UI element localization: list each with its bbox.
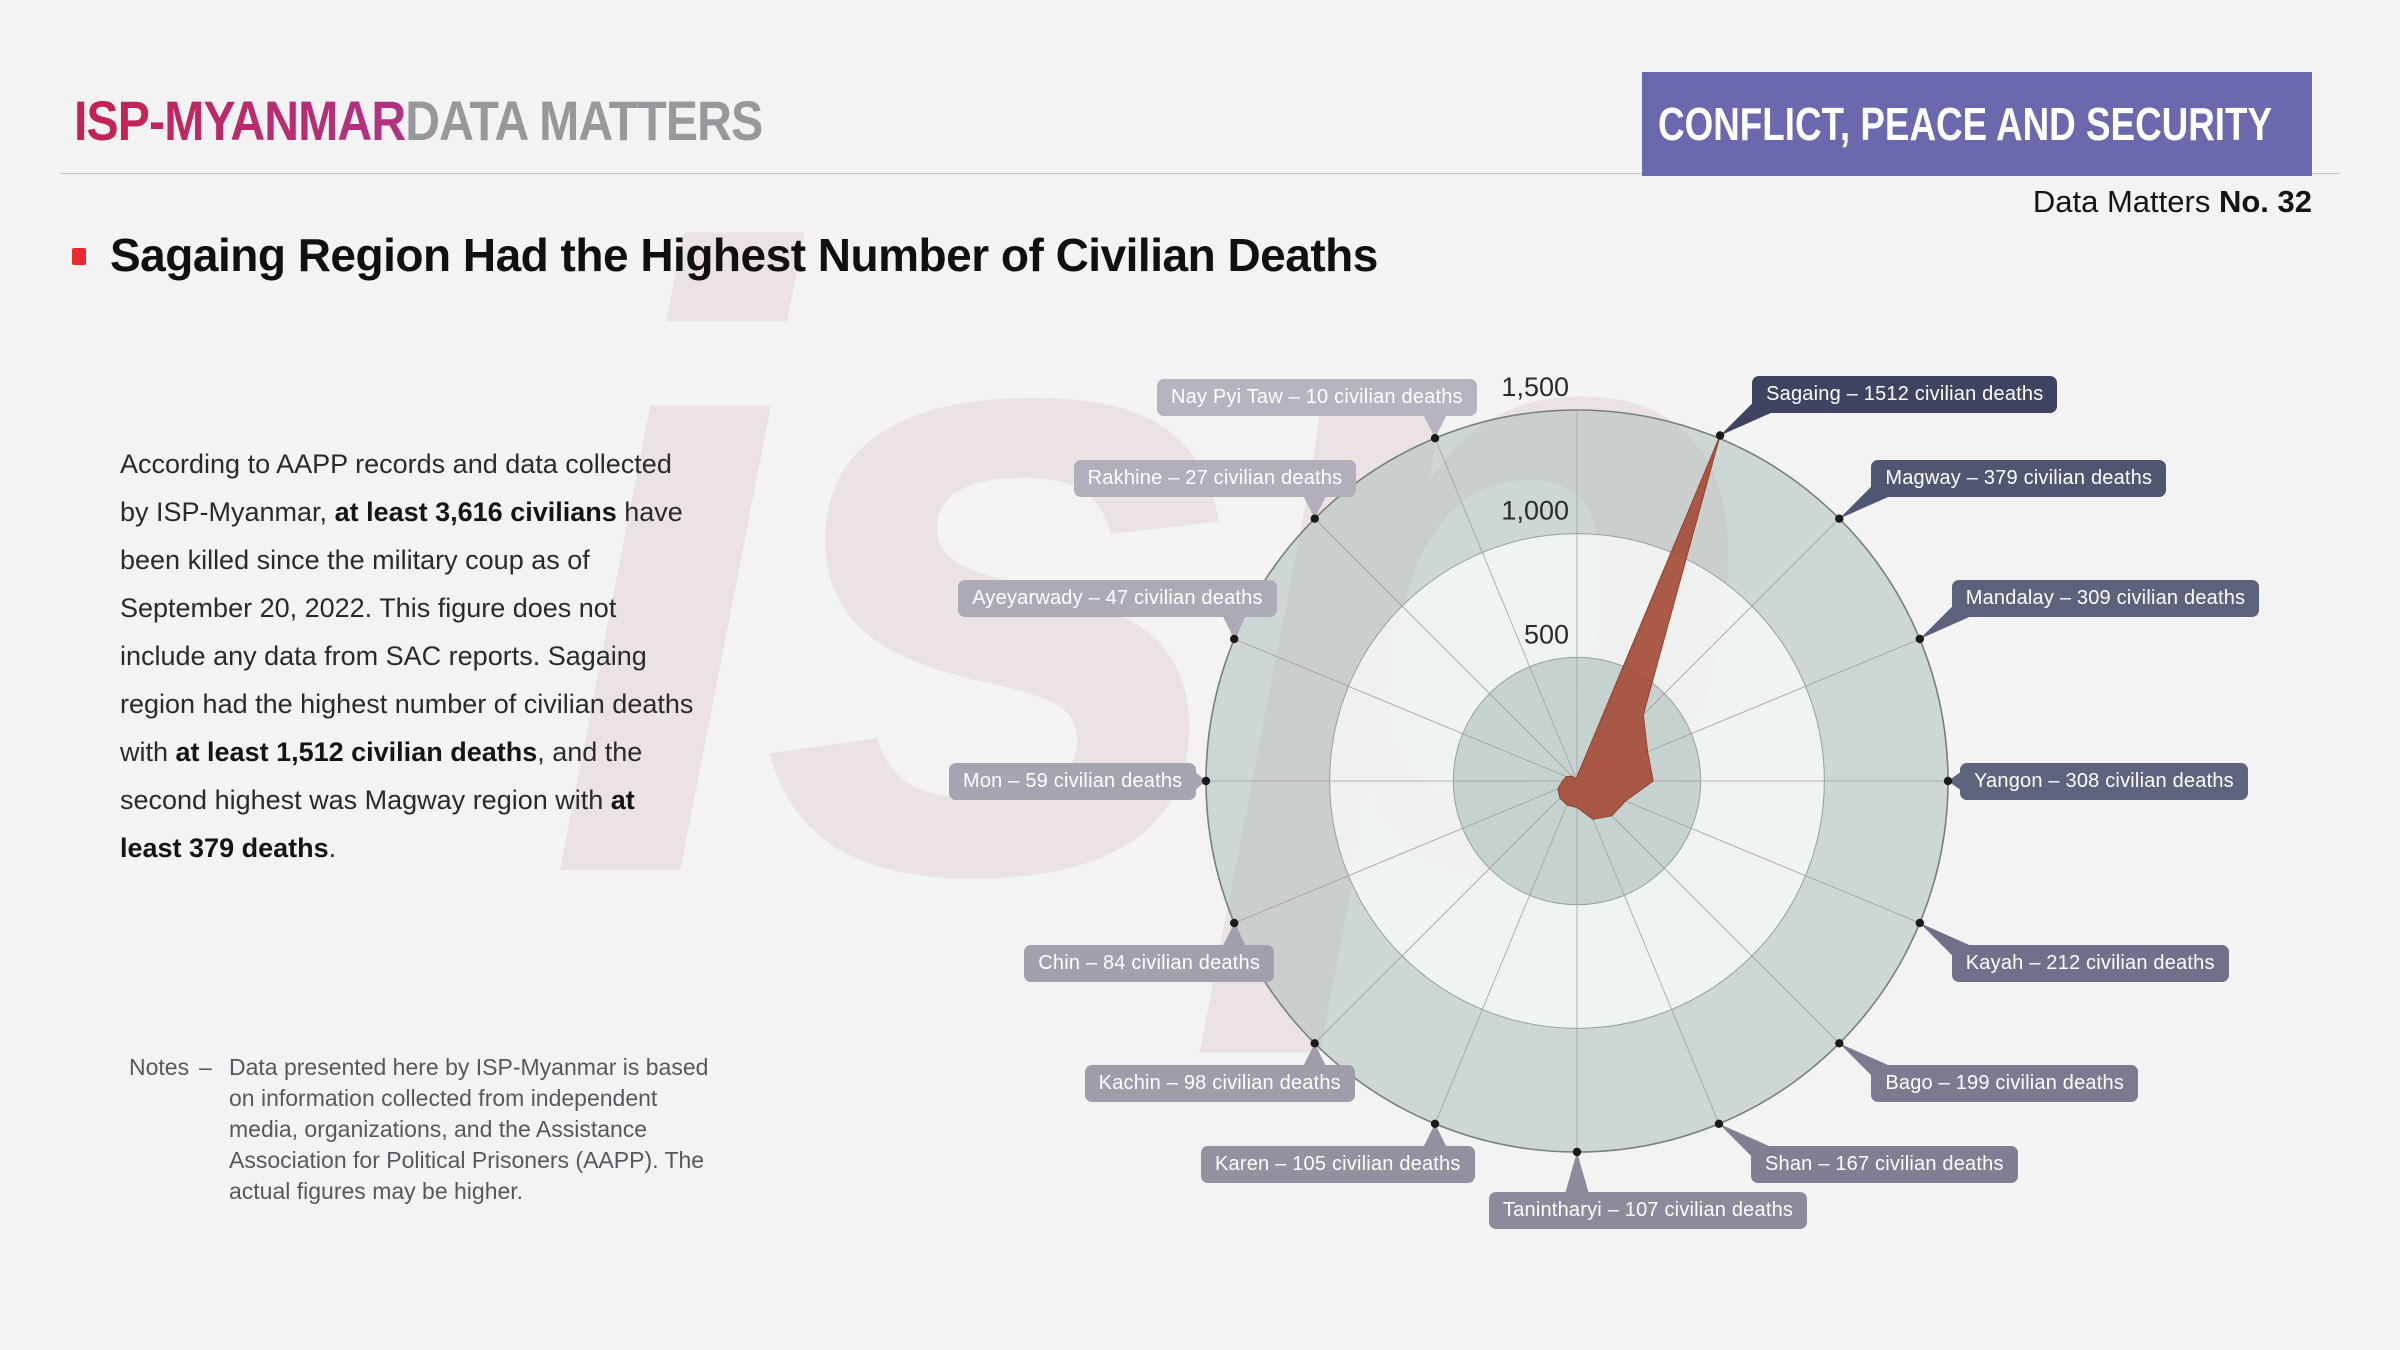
summary-paragraph: According to AAPP records and data colle… [120,440,695,872]
region-callout-ayeyarwady: Ayeyarwady – 47 civilian deaths [958,580,1277,618]
radial-tick-label: 1,000 [1501,496,1569,526]
paragraph-run-bold: at least 379 deaths [120,785,635,863]
region-callout-mandalay: Mandalay – 309 civilian deaths [1951,580,2260,618]
region-dot [1835,514,1844,523]
logo: ISP-MYANMARDATA MATTERS [74,88,763,153]
callout-tail [1423,414,1448,439]
paragraph-run-bold: at least 1,512 civilian deaths [175,737,538,767]
spoke-line [1434,438,1578,782]
spoke-line [1576,780,1840,1044]
deaths-polygon [1557,435,1721,820]
radial-tick-label: 1,500 [1501,372,1569,402]
spoke-line [1434,780,1578,1124]
spoke-line [1314,518,1578,782]
issue-label: Data Matters [2032,184,2211,219]
headline-bullet-icon [72,248,86,265]
region-dot [1915,918,1925,928]
region-dot [1310,1039,1319,1048]
paragraph-run: , and the second highest was Magway regi… [120,737,643,815]
radial-tick-label: 500 [1524,619,1569,649]
region-callout-yangon: Yangon – 308 civilian deaths [1960,762,2248,800]
notes-label: Notes [129,1054,190,1080]
region-dot [1835,1039,1844,1048]
callout-tail [1302,1043,1327,1068]
region-callout-sagaing: Sagaing – 1512 civilian deaths [1752,376,2058,414]
spoke-line [1576,780,1720,1124]
logo-isp-myanmar: ISP-MYANMAR [74,89,406,152]
region-callout-karen: Karen – 105 civilian deaths [1201,1145,1475,1183]
spoke-line [1314,780,1578,1044]
callout-tail [1948,771,1962,791]
region-callout-mon: Mon – 59 civilian deaths [949,762,1197,800]
region-dot [1572,1147,1582,1157]
callout-tail [1302,494,1327,519]
topic-banner: CONFLICT, PEACE AND SECURITY [1642,72,2312,176]
notes-text: Data presented here by ISP-Myanmar is ba… [229,1054,709,1204]
region-callout-chin: Chin – 84 civilian deaths [1024,944,1275,982]
region-dot [1230,918,1239,928]
region-callout-bago: Bago – 199 civilian deaths [1871,1065,2139,1103]
callout-tail [1423,1123,1448,1148]
paragraph-run: . [328,833,337,863]
callout-tail [1222,922,1247,947]
header-divider [60,173,2340,174]
callout-tail [1194,771,1206,791]
spoke-line [1234,638,1578,782]
region-callout-kachin: Kachin – 98 civilian deaths [1084,1065,1355,1103]
region-callout-tanintharyi: Tanintharyi – 107 civilian deaths [1489,1192,1808,1229]
topic-banner-label: CONFLICT, PEACE AND SECURITY [1658,98,2273,150]
region-callout-nay-pyi-taw: Nay Pyi Taw – 10 civilian deaths [1157,379,1477,417]
region-callout-rakhine: Rakhine – 27 civilian deaths [1073,459,1357,497]
notes-block: Notes – Data presented here by ISP-Myanm… [129,1052,709,1207]
issue-number: No. 32 [2218,184,2312,219]
paragraph-run: According to AAPP records and data colle… [120,449,672,527]
region-dot [1943,776,1953,786]
issue-line: Data Matters No. 32 [1642,184,2312,220]
callout-tail [1565,1152,1589,1194]
region-dot [1714,1119,1724,1129]
paragraph-run-bold: at least 3,616 civilians [334,497,617,527]
region-callout-magway: Magway – 379 civilian deaths [1871,459,2167,497]
notes-dash: – [199,1054,212,1080]
paragraph-run: have been killed since the military coup… [120,497,694,767]
spoke-line [1234,780,1578,924]
region-dot [1430,434,1440,443]
region-callout-shan: Shan – 167 civilian deaths [1750,1145,2018,1183]
region-callout-kayah: Kayah – 212 civilian deaths [1951,944,2229,982]
spoke-line [1576,780,1920,924]
region-dot [1430,1119,1440,1129]
region-dot [1715,431,1725,440]
region-dot [1201,776,1211,786]
page-title: Sagaing Region Had the Highest Number of… [110,229,1378,281]
region-dot [1310,514,1319,523]
callout-tail [1222,615,1247,640]
logo-data-matters: DATA MATTERS [405,89,763,152]
region-dot [1915,634,1925,644]
region-dot [1230,634,1239,644]
